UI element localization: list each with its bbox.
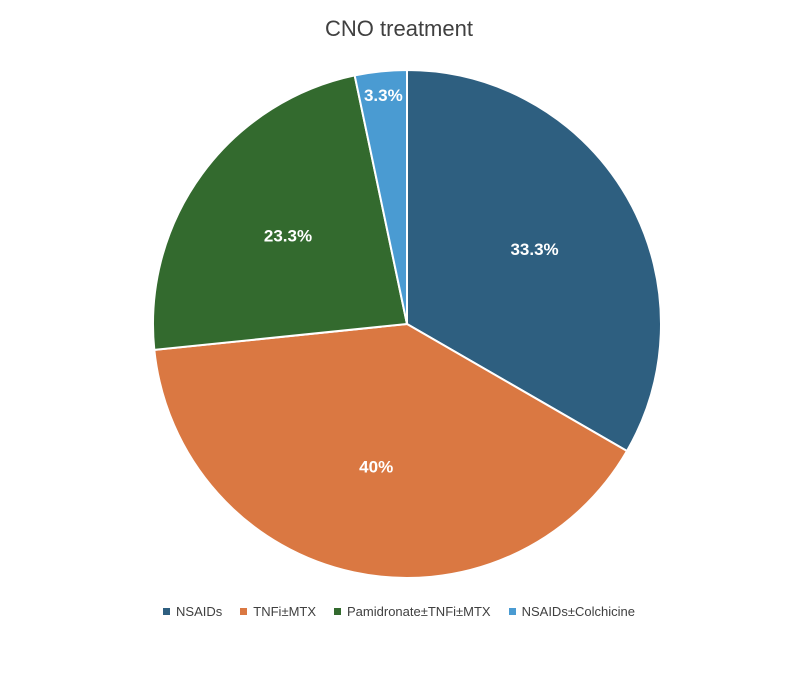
legend-label: Pamidronate±TNFi±MTX [347, 604, 491, 619]
pie-chart: 33.3% 40% 23.3% 3.3% [151, 68, 662, 579]
legend-label: TNFi±MTX [253, 604, 317, 619]
legend: NSAIDs TNFi±MTX Pamidronate±TNFi±MTX NSAIDs… [0, 604, 798, 619]
legend-item-pamidronate-tnfi-mtx: Pamidronate±TNFi±MTX [334, 604, 491, 619]
pie-slice-tnfi-mtx [153, 322, 629, 579]
pie-slice-pamidronate-tnfi-mtx [151, 74, 409, 352]
legend-swatch [163, 608, 171, 615]
data-label-tnfi-mtx: 40% [359, 458, 393, 477]
legend-label: NSAIDs [176, 604, 223, 619]
legend-item-nsaids-colchicine: NSAIDs±Colchicine [508, 604, 635, 619]
legend-swatch [334, 608, 342, 615]
legend-swatch [240, 608, 248, 615]
legend-item-tnfi-mtx: TNFi±MTX [240, 604, 316, 619]
chart-title: CNO treatment [325, 16, 473, 41]
legend-item-nsaids: NSAIDs [163, 604, 222, 619]
legend-label: NSAIDs±Colchicine [521, 604, 635, 619]
pie-slice-nsaids-colchicine [353, 68, 408, 325]
data-label-nsaids-colchicine: 3.3% [364, 86, 403, 105]
data-label-nsaids: 33.3% [510, 240, 558, 259]
data-label-pamidronate-tnfi-mtx: 23.3% [264, 227, 312, 246]
pie-slice-nsaids [406, 68, 662, 453]
legend-swatch [508, 608, 516, 615]
